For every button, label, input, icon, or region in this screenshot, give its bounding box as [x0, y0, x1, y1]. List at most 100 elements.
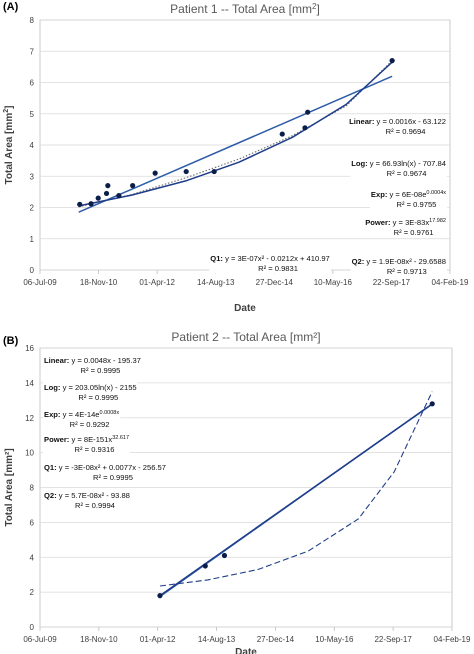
annotation-line: R² = 0.9292 [70, 420, 110, 429]
annotation-text: y = 4E-14e [60, 410, 99, 419]
annotation-text: R² = 0.9713 [387, 267, 427, 276]
annotation-line: Log: y = 203.05ln(x) - 2155 [44, 383, 137, 392]
data-point [211, 168, 217, 175]
data-point [279, 131, 285, 137]
y-axis-label: Total Area [mm²] [4, 448, 15, 526]
annotation-text: 0.0008x [100, 410, 120, 416]
panel-b-label: (B) [3, 335, 19, 347]
annotation-text: Log: [44, 383, 60, 392]
annotation-text: y = 5.7E-08x² - 93.88 [57, 491, 130, 500]
annotation-background [348, 116, 447, 137]
annotation-text: y = 3E-07x² - 0.0212x + 410.97 [223, 254, 330, 263]
annotation-text: R² = 0.9995 [93, 473, 133, 482]
annotation-text: y = -3E-08x² + 0.0077x - 256.57 [57, 463, 166, 472]
data-point [130, 183, 136, 189]
annotation-text: 0.0004x [426, 190, 446, 196]
y-axis-label-part: Total Area [mm²] [4, 448, 15, 526]
x-tick-label: 10-May-16 [314, 278, 353, 287]
x-tick-label: 22-Sep-17 [374, 635, 412, 644]
annotation-line: Linear: y = 0.0016x - 63.122 [349, 117, 446, 126]
data-point [116, 193, 122, 199]
annotation-text: y = 0.0048x - 195.37 [69, 356, 141, 365]
x-tick-label: 14-Aug-13 [198, 635, 236, 644]
data-point [77, 201, 83, 207]
data-point [221, 552, 228, 559]
annotation-background [350, 158, 447, 179]
y-tick-label: 4 [30, 141, 35, 150]
chart-panel-b: 0 2 4 6 8 10 12 14 16 06-Jul-09 18-Nov-10 01-Apr-12… [0, 330, 474, 654]
annotation-text: R² = 0.9292 [70, 420, 110, 429]
annotation-text: y = 203.05ln(x) - 2155 [60, 383, 136, 392]
chart-title-part: Patient 2 -- Total Area [mm²] [171, 330, 320, 344]
annotation-text: Q2: [352, 257, 365, 266]
panel-a-label: (A) [3, 1, 19, 13]
chart-b-svg: 0 2 4 6 8 10 12 14 16 06-Jul-09 18-Nov-10 01-Apr-12… [4, 330, 471, 654]
annotation-text: y = 3E-83x [391, 218, 430, 227]
data-point [429, 401, 435, 407]
y-tick-label: 8 [30, 16, 35, 25]
x-axis-label: Date [234, 303, 256, 314]
x-axis-label: Date [235, 647, 257, 654]
trendline-q1 [78, 61, 393, 207]
annotation-text: 17.982 [429, 218, 446, 224]
annotation-background [43, 462, 168, 483]
y-axis-label: Total Area [mm2] [3, 106, 15, 185]
annotation-line: Q1: y = 3E-07x² - 0.0212x + 410.97 [210, 254, 329, 263]
fit-annotation: Exp: y = 4E-14e0.0008x R² = 0.9292 [43, 409, 121, 430]
y-tick-label: 2 [30, 204, 35, 213]
x-tick-label: 22-Sep-17 [373, 278, 411, 287]
y-tick-label: 6 [30, 518, 35, 527]
chart-title-part: Patient 1 -- Total Area [mm [170, 2, 312, 16]
trendline-exp [159, 391, 433, 587]
x-tick-label: 14-Aug-13 [197, 278, 235, 287]
data-point [157, 593, 163, 599]
y-tick-label: 7 [30, 47, 35, 56]
annotation-line: Exp: y = 6E-08e0.0004x [371, 190, 446, 199]
x-tick-label: 01-Apr-12 [140, 635, 176, 644]
annotation-text: Linear: [349, 117, 374, 126]
annotation-line: Log: y = 66.93ln(x) - 707.84 [351, 159, 446, 168]
annotation-line: Power: y = 8E-151x32.617 [44, 435, 129, 444]
data-point [183, 168, 189, 175]
annotation-text: R² = 0.9761 [394, 228, 434, 237]
data-point [95, 195, 101, 201]
annotation-text: y = 6E-08e [387, 190, 426, 199]
x-tick-label: 18-Nov-10 [80, 635, 118, 644]
annotation-line: R² = 0.9831 [258, 264, 298, 273]
annotation-text: 32.617 [112, 435, 129, 441]
annotation-background [43, 490, 131, 511]
annotation-text: y = 66.93ln(x) - 707.84 [368, 159, 446, 168]
y-tick-label: 0 [30, 623, 35, 632]
annotation-background [43, 434, 131, 455]
annotation-text: Q2: [44, 491, 57, 500]
x-tick-label: 10-May-16 [315, 635, 354, 644]
x-tick-label: 06-Jul-09 [23, 278, 57, 287]
annotation-line: R² = 0.9995 [93, 473, 133, 482]
annotation-text: R² = 0.9995 [80, 366, 120, 375]
x-tick-label: 01-Apr-12 [139, 278, 175, 287]
annotation-line: R² = 0.9994 [75, 501, 115, 510]
y-tick-label: 4 [30, 553, 35, 562]
x-tick-label: 18-Nov-10 [80, 278, 118, 287]
annotation-background [369, 189, 448, 210]
y-tick-label: 6 [30, 79, 35, 88]
y-tick-label: 0 [30, 266, 35, 275]
annotation-text: y = 8E-151x [69, 435, 112, 444]
annotation-text: Exp: [44, 410, 60, 419]
annotation-text: Exp: [371, 190, 387, 199]
annotation-text: y = 0.0016x - 63.122 [374, 117, 446, 126]
annotation-line: R² = 0.9713 [387, 267, 427, 276]
annotation-line: Linear: y = 0.0048x - 195.37 [44, 356, 141, 365]
chart-title: Patient 1 -- Total Area [mm2] [170, 2, 320, 16]
annotation-text: Power: [44, 435, 69, 444]
annotation-line: Q1: y = -3E-08x² + 0.0077x - 256.57 [44, 463, 166, 472]
annotation-text: R² = 0.9316 [75, 445, 115, 454]
x-tick-label: 06-Jul-09 [23, 635, 57, 644]
y-tick-label: 14 [25, 379, 34, 388]
x-tick-label: 04-Feb-19 [434, 635, 471, 644]
y-tick-label: 2 [30, 588, 35, 597]
